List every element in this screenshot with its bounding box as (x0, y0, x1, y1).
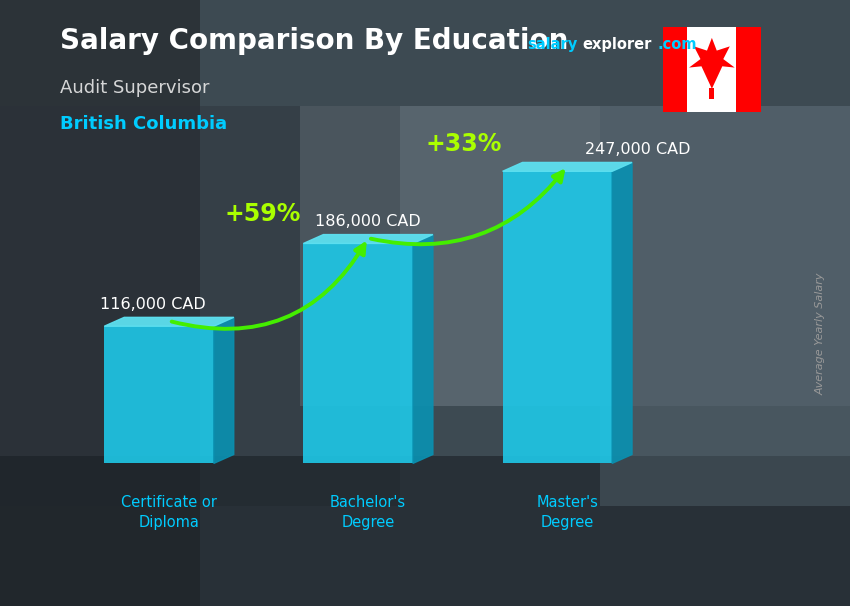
Polygon shape (105, 318, 234, 326)
Text: Certificate or
Diploma: Certificate or Diploma (121, 495, 217, 530)
Polygon shape (413, 235, 433, 464)
Text: +33%: +33% (426, 132, 502, 156)
Bar (502, 171, 612, 464)
Text: Average Yearly Salary: Average Yearly Salary (815, 272, 825, 395)
Text: salary: salary (527, 36, 577, 52)
Bar (0, 456, 850, 606)
Bar (600, 106, 850, 506)
Text: Salary Comparison By Education: Salary Comparison By Education (60, 27, 568, 55)
Bar (300, 106, 600, 406)
Bar (303, 244, 413, 464)
Text: Bachelor's
Degree: Bachelor's Degree (330, 495, 406, 530)
Text: Master's
Degree: Master's Degree (536, 495, 598, 530)
Text: .com: .com (657, 36, 696, 52)
Bar (0, 106, 400, 506)
Text: Audit Supervisor: Audit Supervisor (60, 79, 209, 97)
Text: 247,000 CAD: 247,000 CAD (586, 142, 691, 157)
Bar (736, 27, 761, 112)
Polygon shape (689, 38, 734, 88)
Polygon shape (214, 318, 234, 464)
Polygon shape (612, 162, 632, 464)
Polygon shape (502, 162, 632, 171)
Text: explorer: explorer (582, 36, 652, 52)
Text: +59%: +59% (224, 202, 301, 226)
Bar (0, 0, 200, 606)
Bar (663, 27, 688, 112)
Text: 116,000 CAD: 116,000 CAD (100, 297, 206, 312)
Text: 186,000 CAD: 186,000 CAD (315, 215, 421, 229)
Polygon shape (303, 235, 433, 244)
Bar (105, 326, 214, 464)
Bar (709, 87, 715, 99)
Text: British Columbia: British Columbia (60, 115, 227, 133)
Bar (400, 106, 850, 406)
